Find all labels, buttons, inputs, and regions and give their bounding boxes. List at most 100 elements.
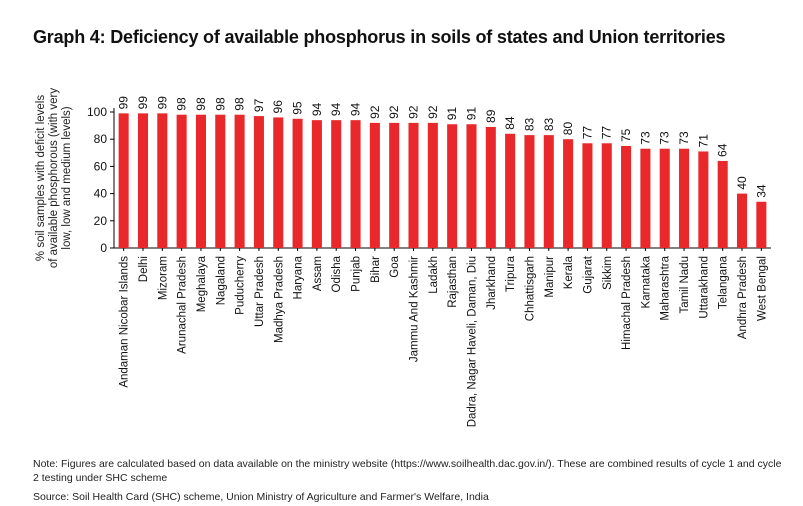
x-tick-label: Nagaland	[215, 256, 227, 305]
x-tick-label: Manipur	[544, 256, 556, 298]
x-tick-label: Uttarakhand	[698, 256, 710, 319]
x-tick-label: Arunachal Pradesh	[177, 256, 189, 354]
bar	[195, 114, 206, 248]
data-label: 98	[194, 97, 208, 111]
data-label: 83	[542, 117, 556, 131]
data-label: 99	[136, 96, 150, 110]
bar	[621, 146, 632, 248]
bar	[601, 143, 612, 248]
data-label: 75	[619, 128, 633, 142]
y-tick-label: 100	[87, 105, 107, 119]
bar	[118, 113, 129, 248]
bar	[582, 143, 593, 248]
y-tick-label: 20	[94, 214, 108, 228]
x-tick-label: Meghalaya	[196, 255, 208, 312]
x-tick-label: Chhattisgarh	[524, 256, 536, 321]
data-label: 91	[445, 107, 459, 121]
x-tick-label: Telangana	[718, 255, 730, 309]
bar	[137, 113, 149, 248]
bar	[736, 193, 748, 248]
x-tick-label: Haryana	[293, 255, 305, 299]
data-label: 98	[213, 97, 227, 111]
bar	[659, 148, 670, 248]
x-tick-label: Gujarat	[582, 255, 594, 294]
y-axis-title-line: low, low and medium levels)	[61, 106, 73, 249]
x-tick-label: Sikkim	[602, 256, 614, 290]
bar	[563, 139, 574, 248]
bar	[524, 135, 535, 248]
data-label: 73	[658, 131, 672, 145]
y-axis-title-line: % soil samples with deficit levels	[35, 95, 47, 261]
bar	[215, 114, 226, 248]
data-label: 96	[271, 100, 285, 114]
x-tick-label: Odisha	[331, 255, 343, 292]
x-tick-label: Himachal Pradesh	[621, 256, 633, 350]
x-tick-label: Uttar Pradesh	[254, 256, 266, 327]
bar	[253, 116, 264, 248]
y-tick-label: 0	[100, 241, 107, 255]
data-label: 34	[754, 184, 768, 198]
bar	[234, 114, 245, 248]
x-tick-label: Puducherry	[235, 256, 247, 315]
bar	[311, 120, 322, 248]
x-tick-label: Dadra, Nagar Haveli, Daman, Diu	[466, 256, 478, 427]
data-label: 92	[368, 105, 382, 119]
data-label: 80	[561, 122, 575, 136]
data-label: 98	[233, 97, 247, 111]
bar	[273, 117, 284, 248]
data-label: 91	[464, 107, 478, 121]
data-label: 92	[426, 105, 440, 119]
x-tick-label: Mizoram	[157, 256, 169, 300]
data-label: 73	[677, 131, 691, 145]
x-tick-label: Kerala	[563, 255, 575, 289]
data-label: 77	[580, 126, 594, 140]
data-label: 83	[522, 117, 536, 131]
data-label: 99	[117, 96, 131, 110]
bar	[427, 122, 438, 248]
data-label: 97	[252, 98, 266, 112]
x-tick-label: Rajasthan	[447, 256, 459, 308]
data-label: 84	[503, 116, 517, 130]
bar	[350, 120, 361, 248]
data-label: 40	[735, 176, 749, 190]
data-label: 77	[600, 126, 614, 140]
y-tick-label: 60	[94, 159, 108, 173]
x-tick-label: Andaman Nicobar Islands	[119, 256, 131, 388]
bar	[408, 122, 419, 248]
x-tick-label: Bihar	[370, 256, 382, 283]
y-tick-label: 80	[94, 132, 108, 146]
x-tick-label: West Bengal	[756, 256, 768, 321]
x-tick-label: Andhra Pradesh	[737, 256, 749, 339]
data-label: 95	[291, 101, 305, 115]
bar	[331, 120, 342, 248]
bar	[389, 122, 400, 248]
x-tick-label: Tripura	[505, 255, 517, 292]
data-label: 94	[349, 102, 363, 116]
x-tick-label: Jharkhand	[486, 256, 498, 310]
data-label: 99	[155, 96, 169, 110]
bar	[679, 148, 690, 248]
data-label: 64	[716, 143, 730, 157]
data-label: 94	[310, 102, 324, 116]
data-label: 94	[329, 102, 343, 116]
x-tick-label: Goa	[389, 255, 401, 277]
bar	[640, 148, 651, 248]
x-tick-label: Karnataka	[640, 255, 652, 308]
bar	[543, 135, 554, 248]
data-label: 73	[638, 131, 652, 145]
bar	[717, 160, 728, 248]
bar	[485, 126, 496, 248]
data-label: 71	[696, 134, 710, 148]
bar	[369, 122, 380, 248]
x-tick-label: Madhya Pradesh	[273, 256, 285, 343]
bar	[157, 113, 168, 248]
x-tick-label: Maharashtra	[660, 255, 672, 320]
x-tick-label: Assam	[312, 256, 324, 291]
data-label: 92	[387, 105, 401, 119]
data-label: 89	[484, 109, 498, 123]
bar	[447, 124, 458, 248]
x-tick-label: Ladakh	[428, 256, 440, 294]
bar-chart: % soil samples with deficit levels of ava…	[35, 88, 771, 427]
bar	[176, 114, 187, 248]
bar	[505, 133, 516, 248]
